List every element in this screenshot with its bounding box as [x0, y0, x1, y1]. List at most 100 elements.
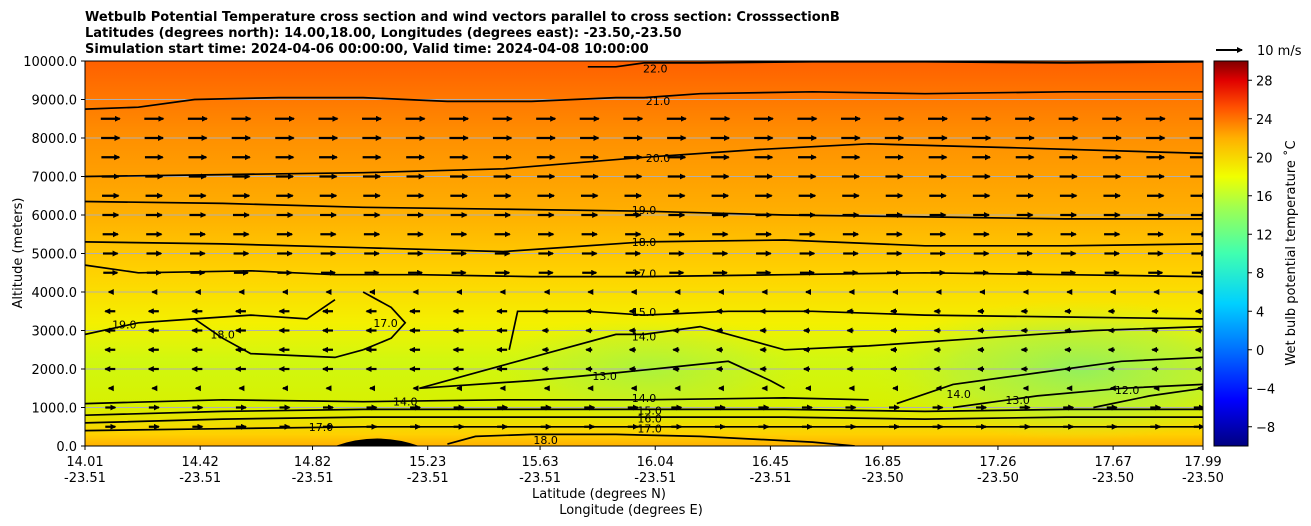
contour-line — [85, 239, 1203, 253]
x-tick-lon: -23.51 — [749, 471, 791, 486]
contour-line — [419, 325, 1203, 390]
contour-label: 19.0 — [112, 319, 137, 332]
contour-line — [85, 264, 1203, 278]
colorbar-tick-label: −4 — [1256, 382, 1275, 397]
contour-line — [85, 408, 1203, 417]
contour-line — [362, 291, 407, 351]
title-line-2: Latitudes (degrees north): 14.00,18.00, … — [85, 26, 682, 41]
contour-lines — [85, 61, 1203, 446]
contour-label: 15.0 — [637, 405, 662, 418]
y-axis-label: Altitude (meters) — [11, 198, 26, 309]
x-tick-lon: -23.50 — [1092, 471, 1134, 486]
contour-line — [85, 142, 1203, 178]
x-tick-lon: -23.50 — [862, 471, 904, 486]
x-tick-lon: -23.50 — [977, 471, 1019, 486]
colorbar: −8 −4 0 4 8 12 16 20 24 28 Wet bulb potential tem… — [1213, 60, 1299, 447]
contour-label: 13.0 — [1005, 394, 1030, 407]
y-tick-label: 7000.0 — [32, 171, 78, 186]
y-tick-label: 4000.0 — [32, 286, 78, 301]
contour-line — [419, 360, 785, 390]
colorbar-tick-label: 8 — [1256, 267, 1264, 282]
y-tick-label: 1000.0 — [32, 402, 78, 417]
contour-line — [85, 298, 336, 336]
contour-line — [85, 397, 869, 405]
colorbar-tick-label: 28 — [1256, 74, 1273, 89]
x-axis-ticks: 14.01-23.5114.42-23.5114.82-23.5115.23-2… — [64, 446, 1224, 486]
x-tick-lon: -23.51 — [634, 471, 676, 486]
terrain — [335, 438, 420, 446]
y-tick-label: 6000.0 — [32, 209, 78, 224]
contour-label: 17.0 — [373, 317, 398, 330]
x-axis-label-lat: Latitude (degrees N) — [532, 487, 666, 502]
contour-line — [508, 310, 1203, 350]
colorbar-tick-label: −8 — [1256, 421, 1275, 436]
contour-label: 18.0 — [632, 236, 657, 249]
y-tick-label: 2000.0 — [32, 363, 78, 378]
contour-label: 16.0 — [637, 412, 662, 425]
contour-line — [447, 433, 855, 446]
contour-label: 14.0 — [632, 392, 657, 405]
contour-line — [952, 383, 1203, 409]
contour-label: 17.0 — [309, 421, 334, 434]
x-tick-lon: -23.51 — [179, 471, 221, 486]
contour-label: 18.0 — [210, 328, 235, 341]
x-tick-lon: -23.51 — [64, 471, 106, 486]
x-tick-lat: 14.82 — [294, 455, 331, 470]
x-tick-lat: 14.01 — [66, 455, 103, 470]
contour-label: 17.0 — [632, 268, 657, 281]
x-tick-lon: -23.51 — [292, 471, 334, 486]
colorbar-tick-label: 24 — [1256, 113, 1273, 128]
title-line-3: Simulation start time: 2024-04-06 00:00:… — [85, 42, 649, 57]
contour-line — [194, 318, 364, 359]
y-tick-label: 9000.0 — [32, 94, 78, 109]
contour-label: 18.0 — [533, 434, 558, 447]
x-tick-lat: 15.23 — [409, 455, 446, 470]
y-tick-label: 5000.0 — [32, 248, 78, 263]
plot-area: 22.021.020.019.018.017.015.014.013.014.0… — [85, 61, 1203, 447]
contour-label: 22.0 — [643, 63, 668, 76]
y-tick-label: 10000.0 — [23, 55, 77, 70]
x-tick-lat: 16.04 — [637, 455, 674, 470]
title-line-1: Wetbulb Potential Temperature cross sect… — [85, 10, 840, 25]
contour-line — [896, 356, 1203, 405]
x-tick-lon: -23.50 — [1182, 471, 1224, 486]
x-tick-lat: 15.63 — [521, 455, 558, 470]
contour-label: 21.0 — [646, 95, 671, 108]
quiver-key-label: 10 m/s — [1257, 44, 1302, 59]
colorbar-label: Wet bulb potential temperature ˚C — [1283, 140, 1299, 365]
x-tick-lat: 17.26 — [979, 455, 1016, 470]
contour-line — [85, 416, 1203, 424]
chart-title: Wetbulb Potential Temperature cross sect… — [85, 10, 840, 57]
contour-line — [85, 90, 1203, 110]
contour-label: 14.0 — [946, 388, 971, 401]
colorbar-ticks: −8 −4 0 4 8 12 16 20 24 28 — [1248, 74, 1275, 436]
colorbar-tick-label: 12 — [1256, 228, 1273, 243]
x-tick-lon: -23.51 — [519, 471, 561, 486]
green-patch-east — [870, 300, 1203, 440]
contour-line — [587, 61, 1203, 68]
quiver-key: 10 m/s — [1216, 44, 1302, 59]
contour-label: 20.0 — [646, 152, 671, 165]
x-tick-lat: 16.85 — [864, 455, 901, 470]
contour-line — [85, 200, 1203, 220]
colorbar-bar — [1213, 60, 1249, 447]
contour-label: 17.0 — [637, 422, 662, 435]
contour-line — [85, 425, 1203, 432]
contour-label: 12.0 — [1115, 384, 1140, 397]
x-tick-lat: 17.67 — [1095, 455, 1132, 470]
contour-label: 13.0 — [592, 370, 617, 383]
colorbar-tick-label: 20 — [1256, 151, 1273, 166]
x-tick-lon: -23.51 — [407, 471, 449, 486]
contour-label: 14.0 — [393, 396, 418, 409]
colorbar-tick-label: 16 — [1256, 190, 1273, 205]
colorbar-tick-label: 0 — [1256, 344, 1264, 359]
contour-label: 15.0 — [632, 306, 657, 319]
colorbar-tick-label: 4 — [1256, 305, 1264, 320]
contour-line — [1093, 387, 1203, 409]
y-tick-label: 8000.0 — [32, 132, 78, 147]
x-tick-lat: 17.99 — [1184, 455, 1221, 470]
contour-labels: 22.021.020.019.018.017.015.014.013.014.0… — [112, 63, 1140, 447]
x-tick-lat: 14.42 — [182, 455, 219, 470]
x-tick-lat: 16.45 — [752, 455, 789, 470]
